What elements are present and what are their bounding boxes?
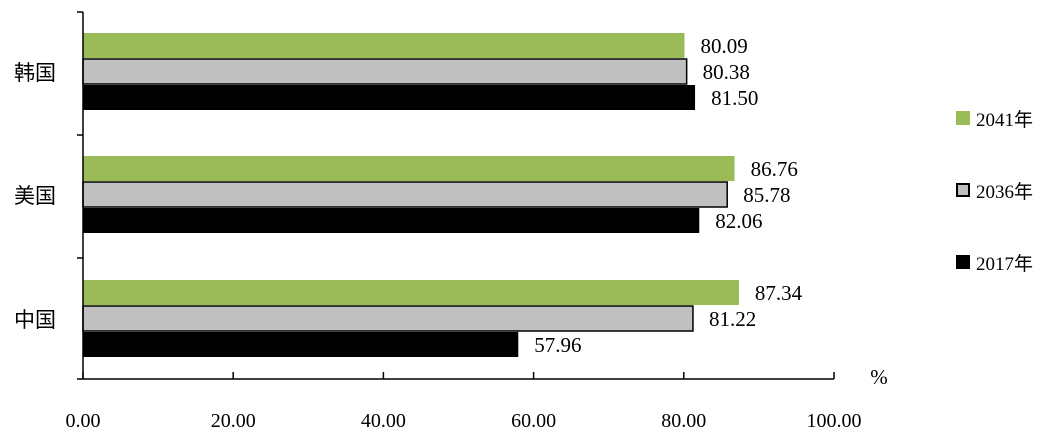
x-tick-label-2: 40.00 bbox=[361, 410, 406, 431]
bar-2036-0 bbox=[82, 58, 688, 85]
bar-2017-0 bbox=[83, 85, 696, 110]
legend-label-2036: 2036年 bbox=[976, 181, 1034, 203]
legend-swatch-2041 bbox=[956, 111, 970, 125]
bar-2017-2 bbox=[83, 332, 519, 357]
legend-label-2041: 2041年 bbox=[976, 109, 1034, 131]
bars-group bbox=[82, 33, 739, 357]
legend-swatch-2036 bbox=[956, 183, 970, 197]
bar-2041-2 bbox=[83, 280, 739, 305]
legend-item-2036: 2036年 bbox=[956, 178, 1034, 203]
x-tick-label-3: 60.00 bbox=[511, 410, 556, 431]
category-label-1: 美国 bbox=[14, 184, 56, 208]
data-label-2041-2: 87.34 bbox=[755, 281, 803, 305]
legend: 2041年 2036年 2017年 bbox=[956, 106, 1033, 322]
data-label-2041-0: 80.09 bbox=[700, 34, 747, 58]
legend-label-2017: 2017年 bbox=[976, 253, 1034, 275]
data-label-2036-2: 81.22 bbox=[709, 307, 756, 331]
x-tick-label-0: 0.00 bbox=[66, 410, 101, 431]
category-label-2: 中国 bbox=[14, 308, 56, 332]
x-tick-label-4: 80.00 bbox=[661, 410, 706, 431]
data-label-2041-1: 86.76 bbox=[751, 157, 798, 181]
bar-2041-1 bbox=[83, 156, 735, 181]
data-label-2036-1: 85.78 bbox=[743, 183, 790, 207]
category-label-0: 韩国 bbox=[14, 61, 56, 85]
bar-2017-1 bbox=[83, 208, 700, 233]
data-label-2017-0: 81.50 bbox=[711, 86, 758, 110]
legend-item-2041: 2041年 bbox=[956, 106, 1034, 131]
legend-item-2017: 2017年 bbox=[956, 250, 1034, 275]
x-tick-label-1: 20.00 bbox=[211, 410, 256, 431]
bar-2036-2 bbox=[82, 305, 694, 332]
data-label-2017-2: 57.96 bbox=[534, 333, 581, 357]
x-unit-label: % bbox=[870, 365, 888, 389]
bar-2041-0 bbox=[83, 33, 685, 58]
data-label-2017-1: 82.06 bbox=[715, 209, 762, 233]
x-tick-label-5: 100.00 bbox=[807, 410, 862, 431]
bar-2036-1 bbox=[82, 181, 728, 208]
legend-swatch-2017 bbox=[956, 255, 970, 269]
data-label-2036-0: 80.38 bbox=[703, 60, 750, 84]
